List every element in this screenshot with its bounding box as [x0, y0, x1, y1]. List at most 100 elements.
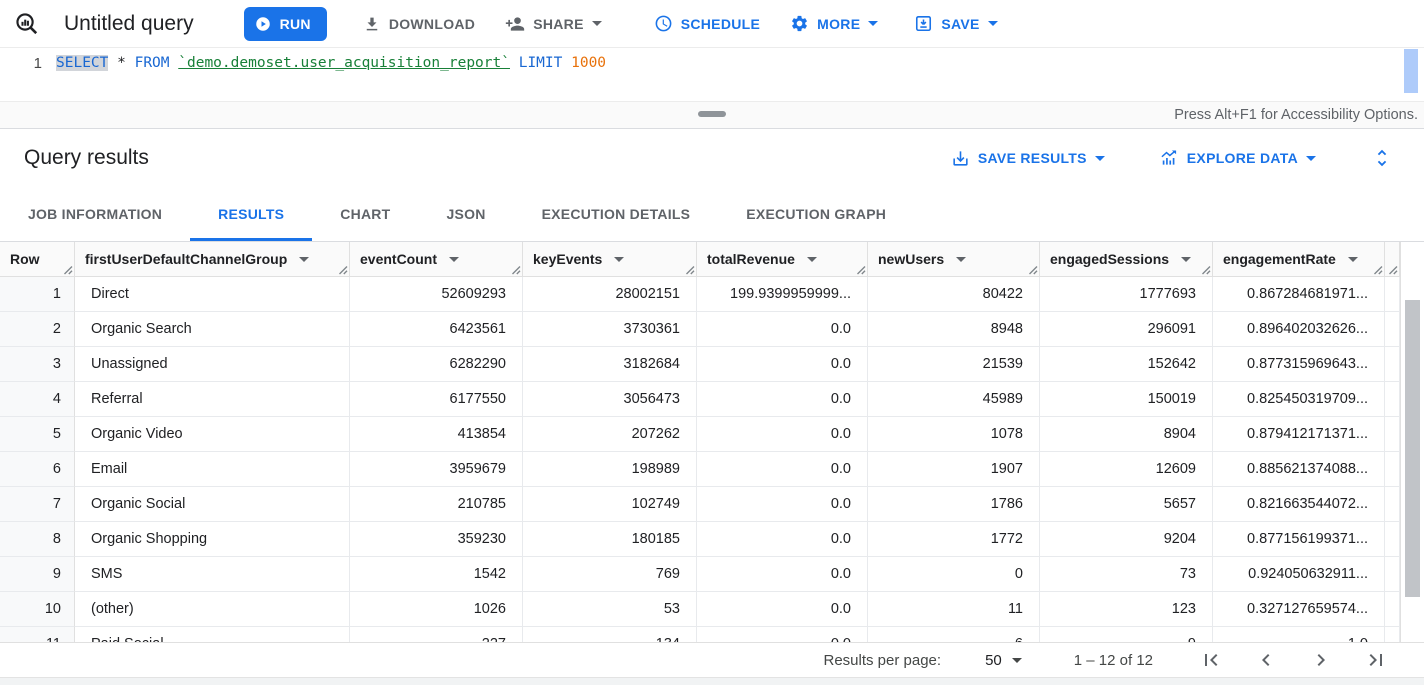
column-menu-caret-icon[interactable]	[956, 256, 967, 262]
download-button[interactable]: DOWNLOAD	[363, 15, 475, 33]
row-number-cell: 1	[0, 277, 75, 312]
table-header-row: Row firstUserDefaultChannelGroup eventCoun…	[0, 242, 1424, 277]
tab-results[interactable]: RESULTS	[190, 187, 312, 241]
cell-engagementRate: 0.327127659574...	[1213, 592, 1385, 627]
page-size-select[interactable]: 50	[985, 652, 1022, 669]
column-resize-handle-icon[interactable]	[510, 264, 521, 275]
cell-eventCount: 6423561	[350, 312, 523, 347]
filler-cell	[1385, 522, 1400, 557]
query-results-title: Query results	[24, 146, 149, 169]
cell-eventCount: 1026	[350, 592, 523, 627]
more-button[interactable]: MORE	[790, 14, 879, 33]
cell-firstUserDefaultChannelGroup: Email	[75, 452, 350, 487]
column-menu-caret-icon[interactable]	[806, 256, 817, 262]
save-button[interactable]: SAVE	[914, 14, 998, 33]
chevron-down-icon	[1094, 155, 1105, 161]
table-scrollbar-thumb[interactable]	[1405, 300, 1420, 597]
filler-cell	[1385, 277, 1400, 312]
chevron-down-icon	[868, 21, 879, 26]
filler-cell	[1385, 452, 1400, 487]
run-button[interactable]: RUN	[243, 6, 327, 41]
cell-engagedSessions: 296091	[1040, 312, 1213, 347]
column-resize-handle-icon[interactable]	[1387, 264, 1398, 275]
splitter-drag-handle[interactable]	[698, 111, 726, 117]
expand-results-button[interactable]	[1370, 146, 1394, 170]
chevron-down-icon	[1011, 657, 1022, 663]
column-menu-caret-icon[interactable]	[449, 256, 459, 262]
column-menu-caret-icon[interactable]	[299, 256, 310, 262]
column-resize-handle-icon[interactable]	[684, 264, 695, 275]
column-label: engagedSessions	[1050, 251, 1170, 267]
clock-icon	[654, 14, 673, 33]
column-header-keyEvents[interactable]: keyEvents	[523, 242, 697, 277]
cell-engagementRate: 0.885621374088...	[1213, 452, 1385, 487]
share-button[interactable]: SHARE	[505, 14, 602, 34]
filler-cell	[1385, 312, 1400, 347]
table-row: 5 Organic Video 413854 207262 0.0 1078 8904 0.8…	[0, 417, 1424, 452]
filler-cell	[1385, 557, 1400, 592]
cell-newUsers: 80422	[868, 277, 1040, 312]
explore-data-label: EXPLORE DATA	[1186, 150, 1298, 166]
column-header-eventCount[interactable]: eventCount	[350, 242, 523, 277]
column-resize-handle-icon[interactable]	[1372, 264, 1383, 275]
cell-engagementRate: 1.0	[1213, 627, 1385, 642]
cell-keyEvents: 28002151	[523, 277, 697, 312]
download-icon	[363, 15, 381, 33]
column-resize-handle-icon[interactable]	[855, 264, 866, 275]
gear-icon	[790, 14, 809, 33]
tab-chart[interactable]: CHART	[340, 206, 391, 222]
column-resize-handle-icon[interactable]	[62, 264, 73, 275]
cell-engagementRate: 0.877315969643...	[1213, 347, 1385, 382]
tab-job-information[interactable]: JOB INFORMATION	[28, 206, 163, 222]
results-table: Row firstUserDefaultChannelGroup eventCoun…	[0, 242, 1424, 642]
cell-engagementRate: 0.879412171371...	[1213, 417, 1385, 452]
cell-engagedSessions: 123	[1040, 592, 1213, 627]
tab-json[interactable]: JSON	[446, 206, 486, 222]
previous-page-button[interactable]	[1254, 648, 1278, 672]
column-resize-handle-icon[interactable]	[1027, 264, 1038, 275]
column-header-engagedSessions[interactable]: engagedSessions	[1040, 242, 1213, 277]
tab-execution-details[interactable]: EXECUTION DETAILS	[541, 206, 691, 222]
tab-execution-graph[interactable]: EXECUTION GRAPH	[746, 206, 887, 222]
filler-cell	[1385, 487, 1400, 522]
column-menu-caret-icon[interactable]	[1347, 256, 1358, 262]
explore-data-button[interactable]: EXPLORE DATA	[1159, 148, 1316, 168]
editor-scrollbar-thumb[interactable]	[1404, 49, 1418, 93]
row-number-cell: 2	[0, 312, 75, 347]
schedule-button[interactable]: SCHEDULE	[654, 14, 760, 33]
table-body: 1 Direct 52609293 28002151 199.9399959999...…	[0, 277, 1424, 642]
column-header-filler	[1385, 242, 1400, 277]
cell-engagedSessions: 152642	[1040, 347, 1213, 382]
column-label: eventCount	[360, 251, 437, 267]
row-number-cell: 5	[0, 417, 75, 452]
first-page-icon	[1199, 648, 1223, 672]
table-row: 10 (other) 1026 53 0.0 11 123 0.327127659574...	[0, 592, 1424, 627]
cell-totalRevenue: 0.0	[697, 522, 868, 557]
save-label: SAVE	[941, 15, 980, 32]
cell-eventCount: 413854	[350, 417, 523, 452]
column-menu-caret-icon[interactable]	[1181, 256, 1192, 262]
table-scrollbar-track[interactable]	[1400, 242, 1424, 642]
sql-code-line[interactable]: SELECT * FROM `demo.demoset.user_acquisi…	[56, 48, 606, 101]
save-results-button[interactable]: SAVE RESULTS	[951, 149, 1105, 168]
column-resize-handle-icon[interactable]	[1200, 264, 1211, 275]
column-label: newUsers	[878, 251, 945, 267]
sql-editor[interactable]: 1 SELECT * FROM `demo.demoset.user_acqui…	[0, 48, 1424, 101]
sql-table-reference[interactable]: `demo.demoset.user_acquisition_report`	[178, 55, 510, 71]
cell-firstUserDefaultChannelGroup: (other)	[75, 592, 350, 627]
chevron-right-icon	[1309, 648, 1333, 672]
column-resize-handle-icon[interactable]	[337, 264, 348, 275]
cell-keyEvents: 3730361	[523, 312, 697, 347]
cell-engagedSessions: 5657	[1040, 487, 1213, 522]
cell-keyEvents: 3056473	[523, 382, 697, 417]
column-menu-caret-icon[interactable]	[614, 256, 625, 262]
column-header-firstUserDefaultChannelGroup[interactable]: firstUserDefaultChannelGroup	[75, 242, 350, 277]
last-page-button[interactable]	[1364, 648, 1388, 672]
column-header-newUsers[interactable]: newUsers	[868, 242, 1040, 277]
column-header-totalRevenue[interactable]: totalRevenue	[697, 242, 868, 277]
row-number-cell: 10	[0, 592, 75, 627]
next-page-button[interactable]	[1309, 648, 1333, 672]
first-page-button[interactable]	[1199, 648, 1223, 672]
cell-newUsers: 0	[868, 557, 1040, 592]
column-header-engagementRate[interactable]: engagementRate	[1213, 242, 1385, 277]
